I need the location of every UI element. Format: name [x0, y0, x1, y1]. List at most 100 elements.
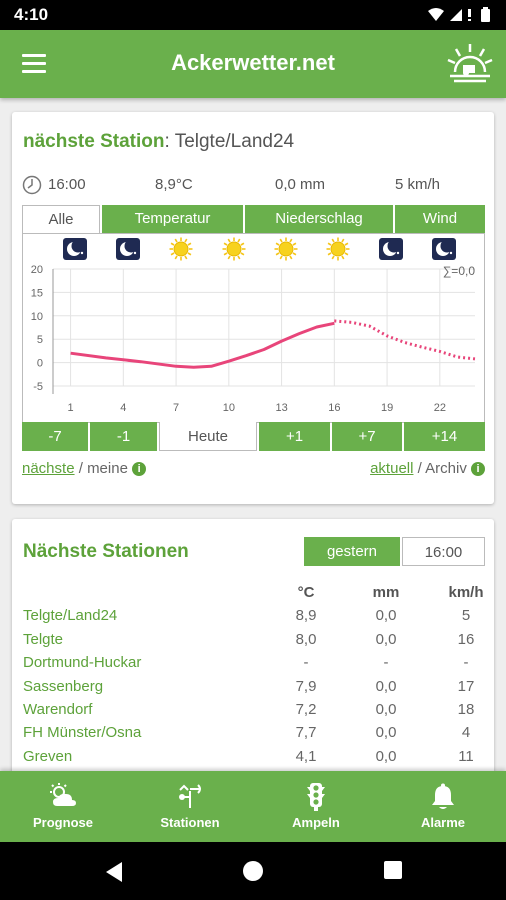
wind-cell: 16: [457, 630, 475, 648]
table-row[interactable]: Sassenberg 7,9 0,0 17: [23, 676, 483, 699]
recents-icon[interactable]: [383, 860, 403, 880]
temperature-line-forecast: [334, 319, 476, 361]
sun-ray: [331, 255, 335, 260]
sun-icon: [226, 241, 242, 257]
day-button-minus1[interactable]: -1: [90, 422, 157, 451]
precipitation-cell: 0,0: [375, 630, 397, 648]
wind-cell: 5: [461, 607, 471, 625]
station-icon: [127, 783, 253, 811]
status-icons: [426, 7, 494, 28]
sun-ray: [184, 238, 188, 243]
current-time: 16:00: [48, 176, 86, 193]
info-icon[interactable]: i: [471, 462, 485, 476]
sun-ray: [237, 255, 241, 260]
sun-ray: [289, 255, 293, 260]
home-icon[interactable]: [242, 860, 264, 882]
table-row[interactable]: Greven 4,1 0,0 11: [23, 746, 483, 769]
y-tick-label: 15: [31, 287, 43, 299]
toggle-gestern[interactable]: gestern: [304, 537, 400, 566]
sun-ray: [275, 252, 280, 256]
link-meine[interactable]: meine: [87, 460, 128, 477]
link-naechste[interactable]: nächste: [22, 460, 75, 477]
day-button-heute[interactable]: Heute: [159, 422, 257, 451]
station-name-cell: Telgte/Land24: [23, 607, 118, 625]
current-temperature: 8,9°C: [155, 176, 193, 193]
sun-ray: [341, 255, 345, 260]
status-bar: 4:10: [0, 0, 506, 30]
sun-ray: [170, 242, 175, 246]
y-tick-label: 10: [31, 311, 43, 323]
link-separator: /: [413, 460, 426, 477]
precipitation-cell: 0,0: [375, 747, 397, 765]
sun-ray: [237, 238, 241, 243]
station-name-cell: Telgte: [23, 630, 64, 648]
sun-ray: [187, 252, 192, 256]
moon-icon-cutout: [387, 239, 401, 253]
nav-stationen[interactable]: Stationen: [127, 771, 253, 842]
tab-temperatur[interactable]: Temperatur: [102, 205, 243, 233]
sun-ray: [341, 238, 345, 243]
tab-alle[interactable]: Alle: [22, 205, 100, 233]
day-button-plus7[interactable]: +7: [332, 422, 402, 451]
toggle-time[interactable]: 16:00: [402, 537, 485, 566]
back-icon[interactable]: [102, 860, 124, 884]
link-aktuell[interactable]: aktuell: [370, 460, 414, 477]
table-row[interactable]: Dortmund-Huckar - - -: [23, 652, 483, 675]
link-separator: /: [74, 460, 88, 477]
sun-ray: [240, 252, 245, 256]
sun-ray: [174, 255, 178, 260]
station-name-cell: Warendorf: [23, 700, 93, 718]
nearby-stations-card: Nächste Stationen gestern 16:00 °C mm km…: [12, 519, 494, 789]
precipitation-cell: 0,0: [375, 700, 397, 718]
temperature-cell: 7,7: [295, 724, 317, 742]
x-tick-label: 10: [223, 402, 235, 414]
table-row[interactable]: Telgte/Land24 8,9 0,0 5: [23, 605, 483, 628]
station-name-cell: FH Münster/Osna: [23, 724, 142, 742]
menu-icon[interactable]: [22, 54, 46, 74]
system-navigation-bar: [0, 842, 506, 900]
current-wind: 5 km/h: [395, 176, 441, 193]
x-tick-label: 1: [68, 402, 74, 414]
x-tick-label: 22: [434, 402, 446, 414]
info-icon[interactable]: i: [132, 462, 147, 476]
temperature-cell: 7,2: [295, 700, 317, 718]
temperature-line-measured: [70, 321, 335, 369]
sun-ray: [327, 242, 332, 246]
tab-niederschlag[interactable]: Niederschlag: [245, 205, 393, 233]
moon-icon-cutout: [71, 239, 85, 253]
chart-tabs: Alle Temperatur Niederschlag Wind: [22, 205, 485, 233]
station-name-cell: Sassenberg: [23, 677, 104, 695]
temperature-cell: 4,1: [295, 747, 317, 765]
day-button-minus7[interactable]: -7: [22, 422, 88, 451]
sun-icon: [173, 241, 189, 257]
sun-ray: [240, 242, 245, 246]
tab-wind[interactable]: Wind: [395, 205, 485, 233]
sun-ray: [223, 252, 228, 256]
app-title: Ackerwetter.net: [171, 50, 335, 75]
table-row[interactable]: Telgte 8,0 0,0 16: [23, 629, 483, 652]
moon-icon-cutout: [440, 239, 454, 253]
nav-prognose[interactable]: Prognose: [0, 771, 126, 842]
star-icon: [80, 251, 84, 255]
sun-ray: [327, 252, 332, 256]
table-row[interactable]: Warendorf 7,2 0,0 18: [23, 699, 483, 722]
station-links: nächste / meine i aktuell / Archiv i: [22, 460, 485, 480]
sun-ray: [344, 252, 349, 256]
wind-cell: 4: [461, 724, 471, 742]
nav-label-ampeln: Ampeln: [292, 815, 340, 830]
wind-cell: 17: [457, 677, 475, 695]
y-tick-label: 0: [37, 358, 43, 370]
link-archiv[interactable]: Archiv: [425, 460, 467, 477]
nav-ampeln[interactable]: Ampeln: [253, 771, 379, 842]
y-tick-label: 20: [31, 264, 43, 276]
wifi-battery-icon: [428, 7, 490, 22]
day-button-plus14[interactable]: +14: [404, 422, 485, 451]
nav-label-stationen: Stationen: [160, 815, 220, 830]
bottom-navigation: Prognose Stationen: [0, 771, 506, 842]
table-row[interactable]: FH Münster/Osna 7,7 0,0 4: [23, 722, 483, 745]
x-tick-label: 7: [173, 402, 179, 414]
temperature-cell: 8,9: [295, 607, 317, 625]
day-button-plus1[interactable]: +1: [259, 422, 330, 451]
x-tick-label: 16: [328, 402, 340, 414]
nav-alarme[interactable]: Alarme: [380, 771, 506, 842]
